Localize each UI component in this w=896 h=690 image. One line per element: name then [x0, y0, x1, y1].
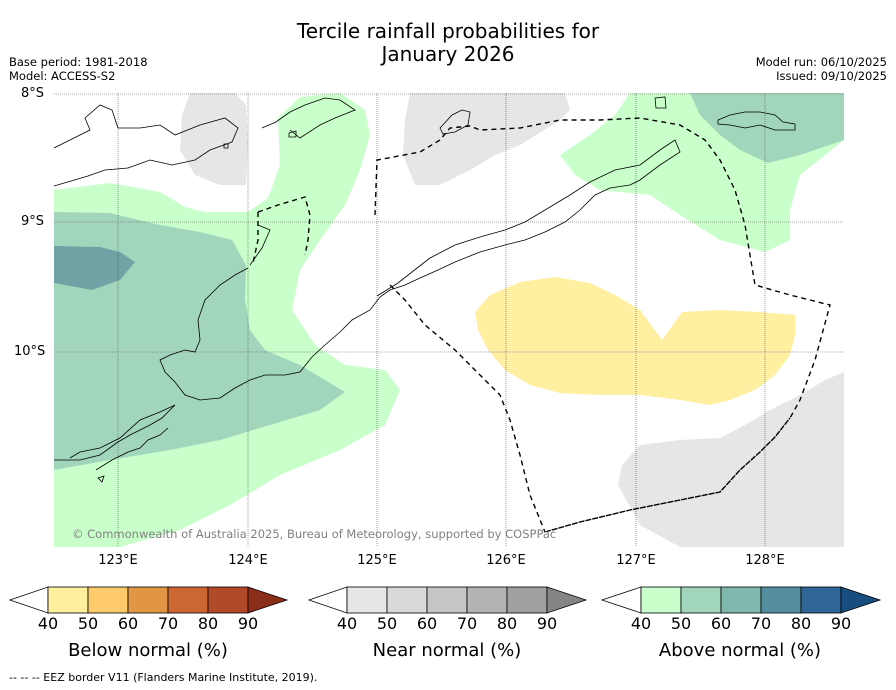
colorbar-below-70-80: [167, 586, 209, 614]
cb-below-tick-60: 60: [117, 614, 139, 633]
lon-label-128e: 128°E: [745, 553, 785, 568]
cb-near-tick-50: 50: [376, 614, 398, 633]
lon-label-126e: 126°E: [486, 553, 526, 568]
colorbar-near-extend-low: [307, 586, 348, 614]
cb-below-tick-80: 80: [197, 614, 219, 633]
cb-above-tick-70: 70: [750, 614, 772, 633]
model-name: Model: ACCESS-S2: [9, 69, 116, 83]
near-normal-north: [403, 93, 570, 185]
colorbar-near: [307, 586, 588, 614]
colorbar-above-40-50: [640, 586, 682, 614]
copyright-notice: © Commonwealth of Australia 2025, Bureau…: [72, 527, 556, 541]
colorbar-below-extend-high: [247, 586, 289, 614]
colorbar-near-50-60: [386, 586, 428, 614]
base-period: Base period: 1981-2018: [9, 55, 148, 69]
colorbar-near-extend-high: [546, 586, 588, 614]
map-panel: © Commonwealth of Australia 2025, Bureau…: [54, 93, 844, 547]
colorbars: [8, 586, 882, 614]
meta-left: Base period: 1981-2018 Model: ACCESS-S2: [9, 55, 148, 83]
colorbar-below-50-60: [87, 586, 129, 614]
near-normal-west: [180, 93, 248, 185]
cb-above-tick-40: 40: [630, 614, 652, 633]
colorbar-above-extend-low: [600, 586, 642, 614]
meta-right: Model run: 06/10/2025 Issued: 09/10/2025: [756, 55, 887, 83]
graticule: [54, 93, 844, 547]
cb-near-tick-70: 70: [456, 614, 478, 633]
eez-footnote: -- -- -- EEZ border V11 (Flanders Marine…: [9, 671, 318, 684]
colorbar-above-70-80: [760, 586, 802, 614]
eez-border-south: [544, 417, 791, 533]
above-normal-60-west: [54, 246, 135, 290]
colorbar-below-extend-low: [8, 586, 49, 614]
cb-near-tick-90: 90: [536, 614, 558, 633]
map-title: Tercile rainfall probabilities for Janua…: [0, 20, 896, 66]
colorbar-below-title: Below normal (%): [68, 640, 228, 661]
colorbar-near-title: Near normal (%): [372, 640, 522, 661]
cb-below-tick-90: 90: [237, 614, 259, 633]
cb-above-tick-80: 80: [790, 614, 812, 633]
colorbar-below-40-50: [47, 586, 89, 614]
lat-label-9s: 9°S: [21, 214, 45, 229]
lat-label-10s: 10°S: [14, 344, 46, 359]
lon-label-127e: 127°E: [616, 553, 656, 568]
colorbar-below: [8, 586, 289, 614]
model-run: Model run: 06/10/2025: [755, 55, 887, 69]
colorbar-above-60-70: [720, 586, 762, 614]
colorbar-above-title: Above normal (%): [658, 640, 822, 661]
eez-border: [252, 117, 831, 533]
cb-near-tick-40: 40: [336, 614, 358, 633]
cb-above-tick-90: 90: [830, 614, 852, 633]
lon-label-124e: 124°E: [228, 553, 268, 568]
colorbar-near-80-90: [506, 586, 548, 614]
cb-near-tick-60: 60: [416, 614, 438, 633]
colorbar-near-70-80: [466, 586, 508, 614]
title-line-1: Tercile rainfall probabilities for: [296, 19, 600, 43]
cb-above-tick-50: 50: [670, 614, 692, 633]
colorbar-above-50-60: [680, 586, 722, 614]
colorbar-below-60-70: [127, 586, 169, 614]
colorbar-above-extend-high: [840, 586, 882, 614]
colorbar-above-80-90: [800, 586, 842, 614]
cb-near-tick-80: 80: [496, 614, 518, 633]
cb-below-tick-50: 50: [77, 614, 99, 633]
lat-label-8s: 8°S: [21, 86, 45, 101]
lon-label-125e: 125°E: [357, 553, 397, 568]
lon-label-123e: 123°E: [98, 553, 138, 568]
cb-above-tick-60: 60: [710, 614, 732, 633]
issued-date: Issued: 09/10/2025: [776, 69, 887, 83]
colorbar-below-80-90: [207, 586, 249, 614]
colorbar-above: [600, 586, 882, 614]
below-normal-40-central: [475, 277, 795, 405]
coastline: [54, 96, 796, 483]
cb-below-tick-40: 40: [37, 614, 59, 633]
title-line-2: January 2026: [381, 42, 515, 66]
colorbar-near-60-70: [426, 586, 468, 614]
colorbar-near-40-50: [346, 586, 388, 614]
above-normal-50-east: [690, 93, 844, 163]
cb-below-tick-70: 70: [157, 614, 179, 633]
near-normal-southeast: [618, 372, 844, 547]
